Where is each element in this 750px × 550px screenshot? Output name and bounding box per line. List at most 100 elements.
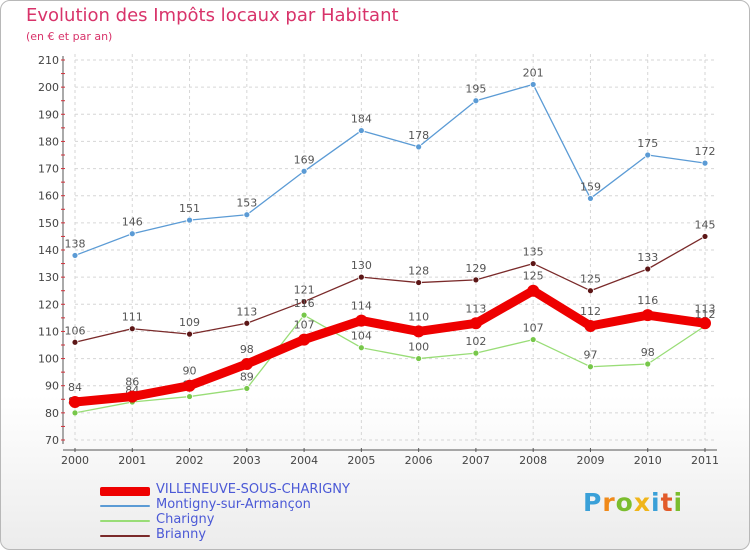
brianny-data-label: 125 bbox=[580, 273, 601, 286]
montigny-sur-arman-on-data-label: 151 bbox=[179, 202, 200, 215]
legend-swatch bbox=[100, 520, 150, 522]
brianny-point bbox=[529, 260, 537, 267]
villeneuve-sous-charigny-data-label: 125 bbox=[523, 270, 544, 283]
brianny-point bbox=[701, 233, 709, 240]
brianny-data-label: 133 bbox=[637, 251, 658, 264]
y-tick-label: 120 bbox=[38, 298, 59, 311]
x-tick-label: 2003 bbox=[233, 454, 261, 467]
brianny-point bbox=[587, 287, 594, 295]
charigny-data-label: 100 bbox=[408, 341, 429, 354]
chart-subtitle: (en € et par an) bbox=[26, 30, 113, 43]
montigny-sur-arman-on-data-label: 146 bbox=[122, 216, 143, 229]
montigny-sur-arman-on-point bbox=[128, 230, 136, 238]
villeneuve-sous-charigny-point bbox=[69, 396, 81, 408]
legend-label: Charigny bbox=[156, 512, 215, 527]
y-tick-label: 100 bbox=[38, 353, 59, 366]
montigny-sur-arman-on-point bbox=[701, 159, 709, 167]
villeneuve-sous-charigny-data-label: 84 bbox=[68, 381, 82, 394]
montigny-sur-arman-on-data-label: 172 bbox=[695, 145, 716, 158]
montigny-sur-arman-on-point bbox=[300, 167, 308, 175]
charigny-point bbox=[415, 355, 423, 362]
brianny-data-label: 130 bbox=[351, 259, 372, 272]
brianny-data-label: 106 bbox=[65, 324, 86, 337]
brianny-point bbox=[357, 273, 365, 281]
montigny-sur-arman-on-point bbox=[587, 195, 594, 202]
villeneuve-sous-charigny-point bbox=[641, 309, 654, 322]
y-tick-label: 200 bbox=[38, 81, 59, 94]
brianny-point bbox=[415, 279, 423, 286]
legend-label: Brianny bbox=[156, 527, 207, 542]
villeneuve-sous-charigny-data-label: 113 bbox=[695, 302, 716, 315]
montigny-sur-arman-on-data-label: 138 bbox=[65, 237, 86, 250]
charigny-data-label: 97 bbox=[583, 349, 597, 362]
brianny-data-label: 111 bbox=[122, 311, 143, 324]
charigny-point bbox=[243, 385, 251, 392]
villeneuve-sous-charigny-data-label: 112 bbox=[580, 305, 601, 318]
legend-swatch bbox=[100, 505, 150, 507]
montigny-sur-arman-on-data-label: 159 bbox=[580, 180, 601, 193]
montigny-sur-arman-on-point bbox=[186, 216, 193, 224]
chart-title: Evolution des Impôts locaux par Habitant bbox=[26, 5, 399, 26]
charigny-data-label: 98 bbox=[641, 346, 655, 359]
brianny-data-label: 113 bbox=[236, 305, 257, 318]
y-tick-label: 210 bbox=[38, 54, 59, 67]
brianny-data-label: 121 bbox=[294, 284, 315, 297]
y-tick-label: 70 bbox=[45, 434, 59, 447]
charigny-point bbox=[529, 336, 537, 343]
x-tick-label: 2005 bbox=[347, 454, 375, 467]
y-tick-label: 110 bbox=[38, 325, 59, 338]
villeneuve-sous-charigny-point bbox=[298, 333, 311, 346]
montigny-sur-arman-on-point bbox=[71, 252, 79, 259]
montigny-sur-arman-on-point bbox=[357, 127, 365, 134]
montigny-sur-arman-on-point bbox=[472, 97, 480, 105]
montigny-sur-arman-on-point bbox=[529, 81, 537, 88]
villeneuve-sous-charigny-data-label: 90 bbox=[183, 365, 197, 378]
brianny-data-label: 109 bbox=[179, 316, 200, 329]
x-tick-label: 2007 bbox=[462, 454, 490, 467]
proxiti-logo: Proxiti bbox=[583, 488, 684, 517]
charigny-point bbox=[186, 393, 193, 400]
charigny-data-label: 107 bbox=[523, 322, 544, 335]
villeneuve-sous-charigny-data-label: 98 bbox=[240, 343, 254, 356]
villeneuve-sous-charigny-point bbox=[699, 317, 711, 330]
legend-swatch bbox=[100, 535, 150, 537]
charigny-point bbox=[644, 360, 652, 368]
montigny-sur-arman-on-data-label: 201 bbox=[523, 66, 544, 79]
montigny-sur-arman-on-data-label: 178 bbox=[408, 129, 429, 142]
montigny-sur-arman-on-data-label: 175 bbox=[637, 137, 658, 150]
brianny-data-label: 145 bbox=[695, 218, 716, 231]
y-tick-label: 160 bbox=[38, 190, 59, 203]
y-tick-label: 190 bbox=[38, 108, 59, 121]
villeneuve-sous-charigny-line bbox=[70, 286, 710, 407]
montigny-sur-arman-on-data-label: 195 bbox=[465, 83, 486, 96]
legend-item-charigny: Charigny bbox=[100, 512, 420, 528]
brianny-point bbox=[300, 298, 308, 305]
y-tick-label: 170 bbox=[38, 163, 59, 176]
y-tick-label: 180 bbox=[38, 135, 59, 148]
x-tick-label: 2011 bbox=[691, 454, 719, 467]
legend-item-villeneuve-sous-charigny: VILLENEUVE-SOUS-CHARIGNY bbox=[100, 482, 420, 498]
x-tick-label: 2000 bbox=[61, 454, 89, 467]
montigny-sur-arman-on-point bbox=[243, 211, 251, 219]
charigny-data-label: 104 bbox=[351, 330, 372, 343]
x-tick-label: 2001 bbox=[118, 454, 146, 467]
charigny-data-label: 102 bbox=[465, 335, 486, 348]
charigny-point bbox=[472, 349, 480, 357]
montigny-sur-arman-on-data-label: 184 bbox=[351, 113, 372, 126]
x-tick-label: 2008 bbox=[519, 454, 547, 467]
legend-item-brianny: Brianny bbox=[100, 527, 420, 543]
villeneuve-sous-charigny-point bbox=[183, 379, 196, 392]
brianny-data-label: 135 bbox=[523, 246, 544, 259]
montigny-sur-arman-on-data-label: 153 bbox=[236, 197, 257, 210]
brianny-point bbox=[472, 276, 480, 284]
charigny-point bbox=[71, 409, 79, 417]
legend-label: Montigny-sur-Armançon bbox=[156, 497, 311, 512]
montigny-sur-arman-on-point bbox=[644, 151, 652, 159]
charigny-data-label: 89 bbox=[240, 370, 254, 383]
villeneuve-sous-charigny-point bbox=[240, 358, 253, 370]
villeneuve-sous-charigny-point bbox=[584, 320, 597, 332]
charigny-data-label: 112 bbox=[695, 308, 716, 321]
legend-label: VILLENEUVE-SOUS-CHARIGNY bbox=[156, 482, 350, 497]
villeneuve-sous-charigny-data-label: 114 bbox=[351, 300, 372, 313]
